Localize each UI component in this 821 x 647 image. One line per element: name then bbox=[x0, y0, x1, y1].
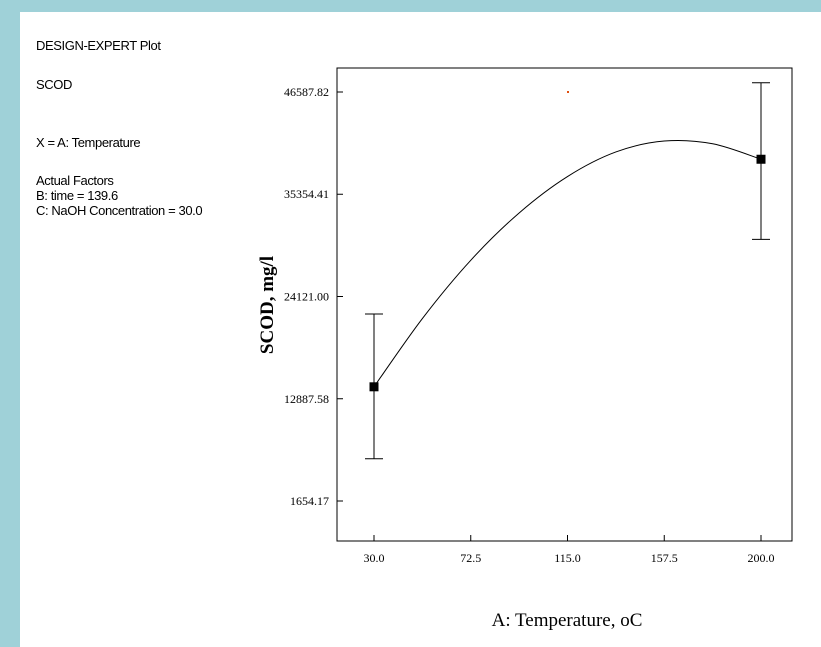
x-axis-label: A: Temperature, oC bbox=[492, 610, 643, 631]
factor-b: B: time = 139.6 bbox=[36, 188, 118, 203]
plot-info-panel: DESIGN-EXPERT Plot SCOD X = A: Temperatu… bbox=[36, 38, 266, 218]
x-axis-ticks: 30.0 72.5 115.0 157.5 200.0 bbox=[364, 535, 775, 565]
y-axis-ticks: 1654.17 12887.58 24121.00 35354.41 46587.82 bbox=[284, 85, 343, 508]
x-tick-label: 30.0 bbox=[364, 551, 385, 565]
x-tick-label: 72.5 bbox=[460, 551, 481, 565]
design-point-marker bbox=[369, 382, 379, 392]
x-tick-label: 115.0 bbox=[554, 551, 581, 565]
design-point-marker bbox=[756, 154, 766, 164]
plot-header: DESIGN-EXPERT Plot bbox=[36, 38, 161, 53]
factor-c: C: NaOH Concentration = 30.0 bbox=[36, 203, 203, 218]
y-tick-label: 1654.17 bbox=[290, 494, 329, 508]
response-name: SCOD bbox=[36, 77, 72, 92]
stray-marker-dot bbox=[567, 91, 569, 93]
design-points bbox=[369, 154, 766, 392]
y-tick-label: 12887.58 bbox=[284, 392, 329, 406]
y-axis-label: SCOD, mg/l bbox=[257, 256, 278, 354]
response-curve bbox=[373, 139, 762, 388]
x-tick-label: 200.0 bbox=[748, 551, 775, 565]
x-factor: X = A: Temperature bbox=[36, 135, 141, 150]
y-tick-label: 35354.41 bbox=[284, 187, 329, 201]
y-tick-label: 46587.82 bbox=[284, 85, 329, 99]
y-tick-label: 24121.00 bbox=[284, 289, 329, 303]
x-tick-label: 157.5 bbox=[651, 551, 678, 565]
actual-factors-title: Actual Factors bbox=[36, 173, 114, 188]
error-bars bbox=[365, 82, 770, 460]
plot-frame bbox=[336, 67, 793, 542]
